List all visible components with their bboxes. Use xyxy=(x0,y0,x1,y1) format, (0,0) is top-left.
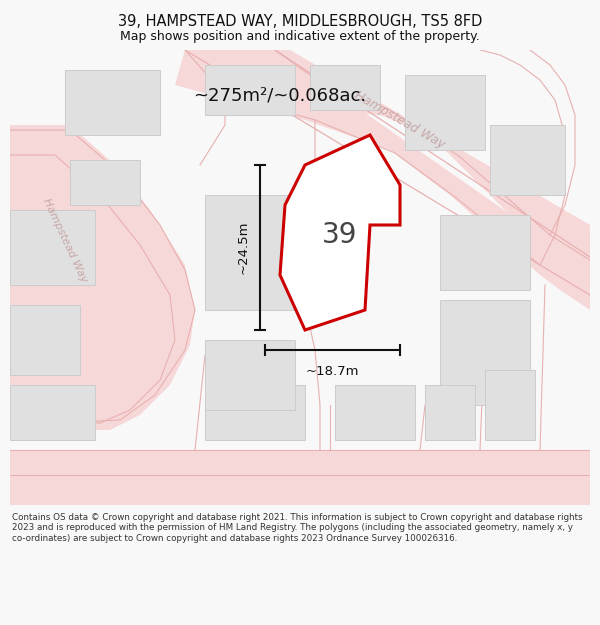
Polygon shape xyxy=(70,160,140,205)
Polygon shape xyxy=(10,305,80,375)
Polygon shape xyxy=(10,385,95,440)
Text: ~275m²/~0.068ac.: ~275m²/~0.068ac. xyxy=(193,86,367,104)
Polygon shape xyxy=(440,300,530,360)
Polygon shape xyxy=(440,215,530,290)
Polygon shape xyxy=(10,450,590,505)
Polygon shape xyxy=(10,210,95,285)
Polygon shape xyxy=(205,195,295,310)
Polygon shape xyxy=(425,385,475,440)
Polygon shape xyxy=(335,385,415,440)
Polygon shape xyxy=(310,65,380,110)
Polygon shape xyxy=(280,135,400,330)
Polygon shape xyxy=(205,340,295,410)
Polygon shape xyxy=(440,300,530,405)
Polygon shape xyxy=(200,50,590,275)
Text: Map shows position and indicative extent of the property.: Map shows position and indicative extent… xyxy=(120,30,480,43)
Polygon shape xyxy=(10,125,195,430)
Text: 39: 39 xyxy=(322,221,358,249)
Text: Hampstead Way: Hampstead Way xyxy=(41,196,89,284)
Polygon shape xyxy=(485,370,535,440)
Text: Contains OS data © Crown copyright and database right 2021. This information is : Contains OS data © Crown copyright and d… xyxy=(12,513,583,542)
Polygon shape xyxy=(205,65,295,115)
Polygon shape xyxy=(175,50,590,310)
Polygon shape xyxy=(405,75,485,150)
Polygon shape xyxy=(490,125,565,195)
Polygon shape xyxy=(205,385,305,440)
Polygon shape xyxy=(65,70,160,135)
Text: 39, HAMPSTEAD WAY, MIDDLESBROUGH, TS5 8FD: 39, HAMPSTEAD WAY, MIDDLESBROUGH, TS5 8F… xyxy=(118,14,482,29)
Text: ~18.7m: ~18.7m xyxy=(306,365,359,378)
Text: ~24.5m: ~24.5m xyxy=(237,221,250,274)
Text: Hampstead Way: Hampstead Way xyxy=(352,89,448,151)
